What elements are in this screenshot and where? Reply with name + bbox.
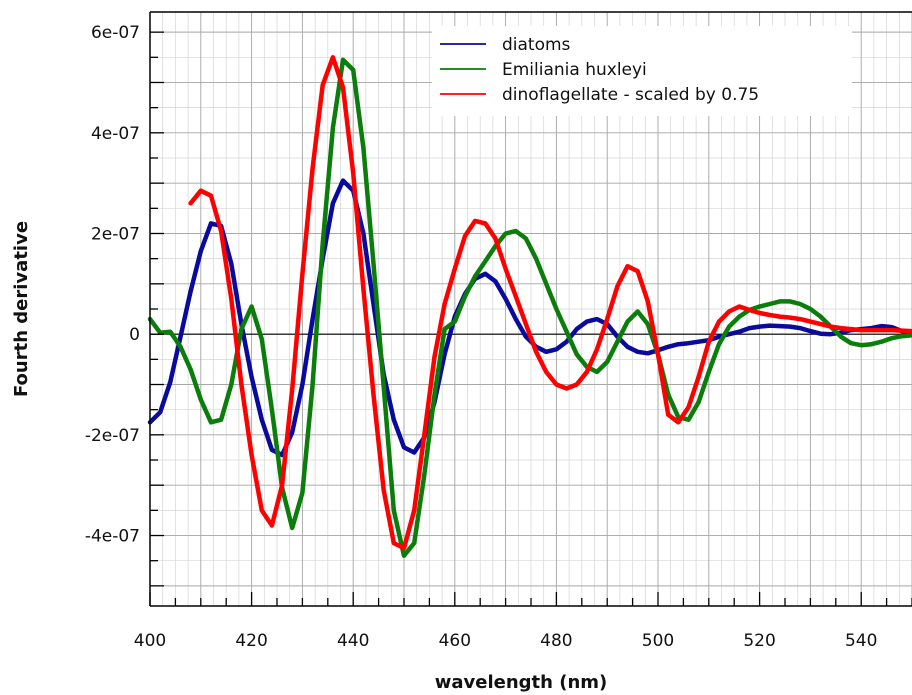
series-line-2 <box>188 55 912 551</box>
y-tick-label: 6e-07 <box>91 23 140 43</box>
y-tick-label: 2e-07 <box>91 224 140 244</box>
legend: diatoms Emiliania huxleyi dinoflagellate -… <box>432 26 852 116</box>
x-tick-label: 540 <box>845 631 877 651</box>
x-tick-label: 520 <box>743 631 775 651</box>
legend-label-1: Emiliania huxleyi <box>502 60 647 80</box>
x-ticks: 400 420 440 460 480 500 520 540 <box>134 592 912 651</box>
x-tick-label: 400 <box>134 631 166 651</box>
series-layer <box>147 55 912 558</box>
series-line-1 <box>147 57 912 558</box>
y-axis-title: Fourth derivative <box>11 221 32 397</box>
legend-label-2: dinoflagellate - scaled by 0.75 <box>502 85 759 105</box>
legend-box <box>432 26 852 116</box>
y-tick-label: 4e-07 <box>91 124 140 144</box>
x-tick-label: 500 <box>642 631 674 651</box>
legend-label-0: diatoms <box>502 35 571 55</box>
x-tick-label: 460 <box>439 631 471 651</box>
y-tick-label: 0 <box>129 325 140 345</box>
x-axis-title: wavelength (nm) <box>435 672 608 693</box>
y-tick-label: -4e-07 <box>85 527 140 547</box>
y-tick-label: -2e-07 <box>85 426 140 446</box>
x-tick-label: 420 <box>235 631 267 651</box>
y-ticks: -4e-07 -2e-07 0 2e-07 4e-07 6e-07 <box>85 23 164 587</box>
x-tick-label: 480 <box>540 631 572 651</box>
x-tick-label: 440 <box>337 631 369 651</box>
